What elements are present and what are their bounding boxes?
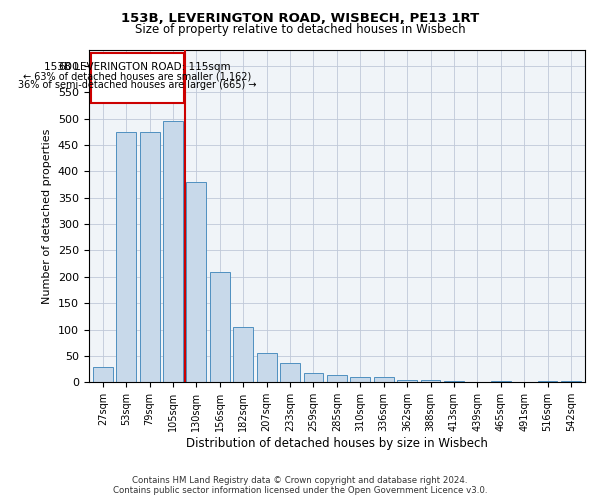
Bar bbox=[374, 377, 394, 382]
Text: 153B, LEVERINGTON ROAD, WISBECH, PE13 1RT: 153B, LEVERINGTON ROAD, WISBECH, PE13 1R… bbox=[121, 12, 479, 26]
Bar bbox=[304, 373, 323, 382]
Bar bbox=[93, 366, 113, 382]
FancyBboxPatch shape bbox=[91, 52, 184, 103]
Text: Size of property relative to detached houses in Wisbech: Size of property relative to detached ho… bbox=[134, 22, 466, 36]
Bar bbox=[561, 381, 581, 382]
Bar bbox=[444, 381, 464, 382]
Text: Contains HM Land Registry data © Crown copyright and database right 2024.
Contai: Contains HM Land Registry data © Crown c… bbox=[113, 476, 487, 495]
Bar bbox=[257, 354, 277, 382]
Bar bbox=[327, 376, 347, 382]
Bar bbox=[140, 132, 160, 382]
Y-axis label: Number of detached properties: Number of detached properties bbox=[43, 128, 52, 304]
Bar bbox=[421, 380, 440, 382]
Bar bbox=[350, 377, 370, 382]
Bar bbox=[210, 272, 230, 382]
Text: 153B LEVERINGTON ROAD: 115sqm: 153B LEVERINGTON ROAD: 115sqm bbox=[44, 62, 230, 72]
Bar bbox=[163, 121, 183, 382]
Bar bbox=[187, 182, 206, 382]
Bar bbox=[233, 327, 253, 382]
Text: 36% of semi-detached houses are larger (665) →: 36% of semi-detached houses are larger (… bbox=[18, 80, 257, 90]
Text: ← 63% of detached houses are smaller (1,162): ← 63% of detached houses are smaller (1,… bbox=[23, 71, 251, 81]
Bar bbox=[280, 363, 300, 382]
X-axis label: Distribution of detached houses by size in Wisbech: Distribution of detached houses by size … bbox=[186, 437, 488, 450]
Bar bbox=[116, 132, 136, 382]
Bar bbox=[397, 380, 417, 382]
